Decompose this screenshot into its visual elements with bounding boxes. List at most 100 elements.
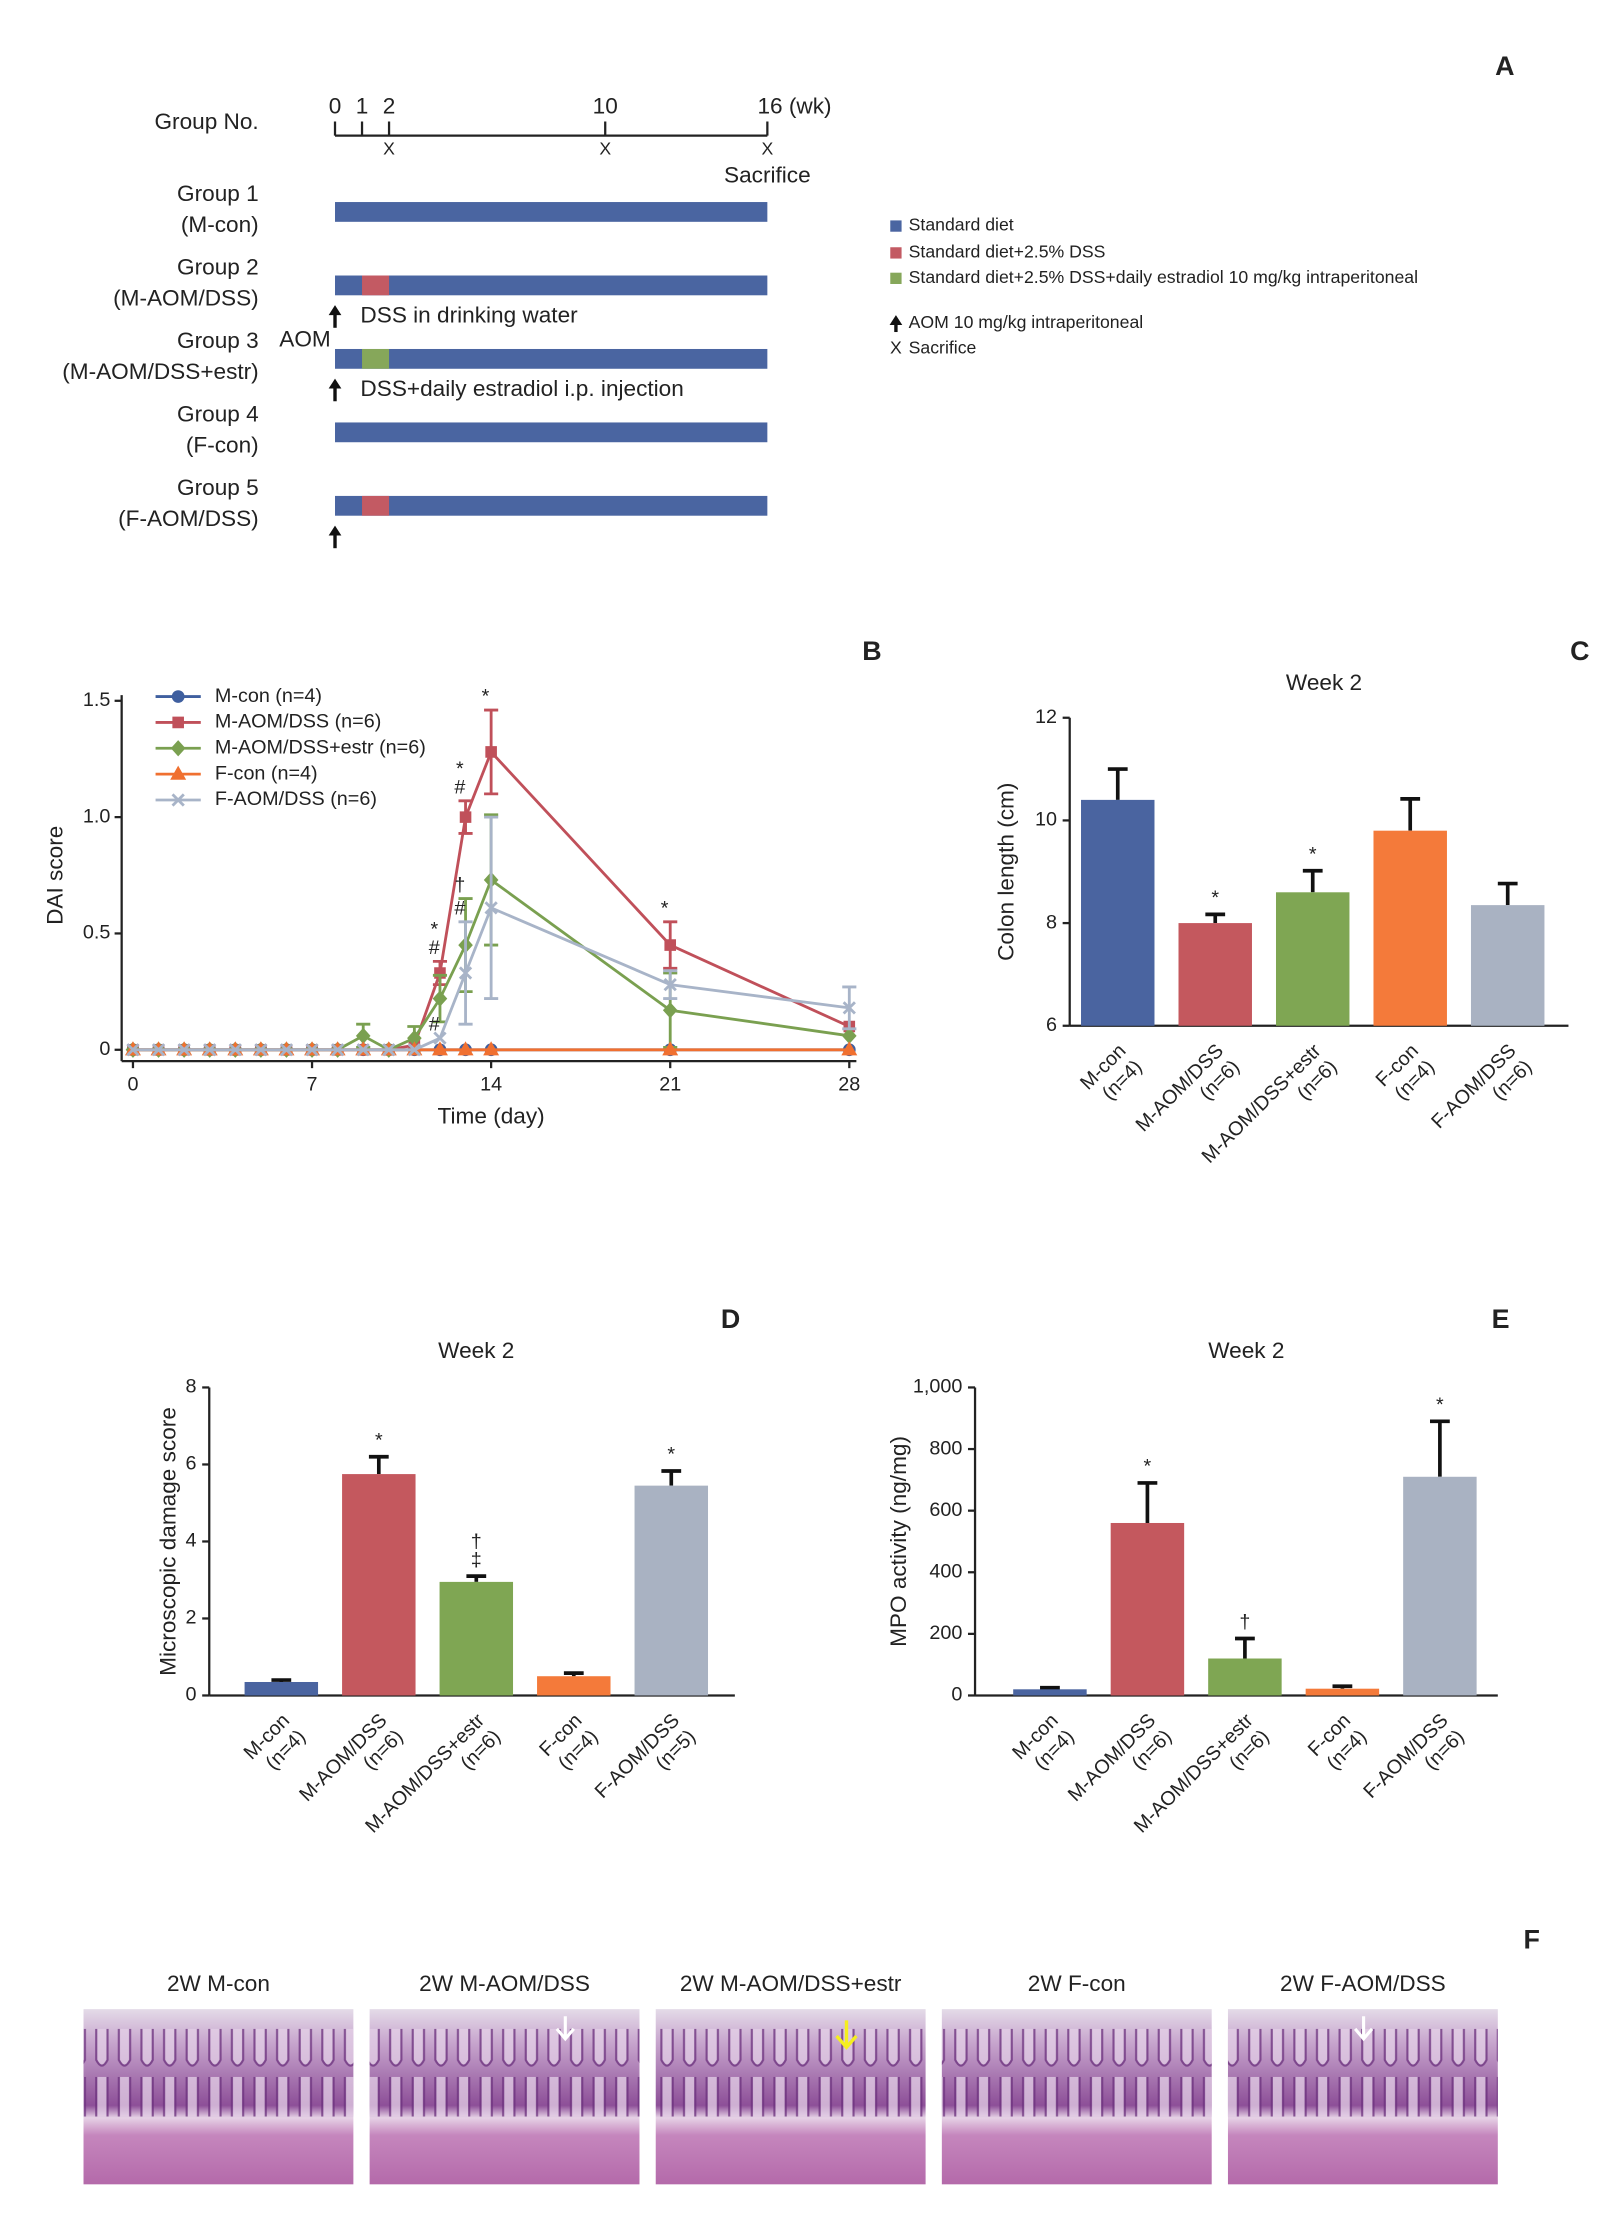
legend-label: Standard diet [909, 215, 1014, 235]
error-bar [661, 1469, 682, 1486]
crypt-layer [83, 2028, 354, 2117]
significance-mark: # [429, 1014, 440, 1036]
diet-segment [335, 202, 768, 222]
error-bar [563, 1671, 584, 1677]
y-tick-label: 10 [1035, 809, 1057, 831]
error-bar [1497, 881, 1518, 906]
y-axis-label: DAI score [43, 826, 68, 925]
data-point [407, 1043, 422, 1057]
y-axis-label: Colon length (cm) [994, 783, 1019, 961]
legend-label: Standard diet+2.5% DSS+daily estradiol 1… [909, 267, 1418, 287]
diet-segment [362, 495, 390, 516]
group-name: Group 1 [177, 181, 259, 206]
y-tick-label: 6 [1046, 1014, 1057, 1036]
group-code: (M-AOM/DSS+estr) [62, 359, 258, 384]
bar [1403, 1476, 1477, 1696]
sacrifice-mark: X [599, 138, 611, 158]
error-bar [1332, 1684, 1353, 1689]
legend-label: F-con (n=4) [215, 762, 318, 784]
data-point [663, 977, 677, 992]
sacrifice-label: Sacrifice [724, 163, 811, 188]
significance-mark: # [454, 776, 465, 798]
chart-title: Week 2 [438, 1338, 514, 1363]
y-tick-label: 2 [186, 1607, 197, 1629]
y-tick-label: 8 [1046, 911, 1057, 933]
significance-mark: * [661, 897, 669, 919]
timeline-label: 1 [356, 93, 369, 118]
white-arrow [1353, 2016, 1374, 2042]
timeline-label: 0 [329, 93, 342, 118]
x-tick-label: F-con(n=4) [535, 1710, 602, 1777]
panel-label: F [1524, 1924, 1540, 1954]
data-point [842, 1001, 856, 1015]
bar [1208, 1658, 1282, 1696]
group-name: Group 4 [177, 401, 259, 426]
bar [1305, 1688, 1380, 1696]
group-code: (F-AOM/DSS) [118, 506, 259, 531]
sacrifice-mark: X [383, 138, 395, 158]
significance-mark: * [456, 758, 464, 780]
crypt-layer [1227, 2028, 1498, 2117]
significance-mark: * [1211, 887, 1219, 909]
data-point [484, 901, 498, 915]
data-point [356, 1043, 370, 1057]
data-point [279, 1043, 294, 1057]
significance-mark: ‡ [471, 1549, 482, 1571]
legend-arrow-head [889, 315, 903, 325]
x-tick-label: 7 [307, 1073, 318, 1095]
group-note: DSS in drinking water [360, 302, 578, 327]
timeline-label: 2 [383, 93, 396, 118]
crypt-layer [655, 2028, 926, 2117]
data-point [664, 939, 677, 951]
significance-mark: * [482, 686, 490, 708]
x-tick-label: F-AOM/DSS(n=5) [591, 1710, 700, 1819]
data-point [177, 1043, 191, 1057]
data-point [483, 1041, 500, 1056]
legend-label: M-AOM/DSS+estr (n=6) [215, 736, 426, 758]
data-point [203, 1043, 217, 1057]
panel-label: C [1570, 636, 1589, 666]
x-tick-label: F-AOM/DSS(n=6) [1427, 1040, 1536, 1149]
y-tick-label: 0 [951, 1684, 962, 1706]
timeline-label: 16 (wk) [757, 93, 831, 118]
x-tick-label: M-con(n=4) [1008, 1710, 1078, 1780]
diet-segment [335, 275, 768, 296]
significance-mark: † [1239, 1611, 1250, 1633]
data-point [457, 1041, 474, 1056]
crypt-layer [941, 2028, 1212, 2117]
y-tick-label: 0 [99, 1038, 110, 1060]
x-tick-label: 28 [838, 1073, 860, 1095]
legend-swatch [890, 247, 902, 259]
yellow-arrow [835, 2020, 858, 2050]
data-point [662, 1041, 679, 1056]
y-tick-label: 200 [929, 1622, 962, 1644]
y-tick-label: 0.5 [83, 922, 110, 944]
error-bar [368, 1454, 389, 1475]
row-header: Group No. [154, 109, 258, 134]
data-point [382, 1043, 396, 1057]
data-point [305, 1043, 319, 1057]
group-name: Group 3 [177, 328, 259, 353]
chart-title: Week 2 [1286, 670, 1362, 695]
group-code: (M-con) [181, 212, 259, 237]
legend-label: F-AOM/DSS (n=6) [215, 788, 377, 810]
error-bar [1400, 797, 1421, 831]
bar [1178, 923, 1252, 1026]
legend-swatch [890, 272, 902, 284]
aom-arrow-head [328, 525, 342, 536]
diet-segment [362, 348, 390, 369]
bar [1013, 1689, 1087, 1696]
x-tick-label: M-con(n=4) [1076, 1040, 1146, 1110]
white-arrow [555, 2016, 575, 2042]
group-note: DSS+daily estradiol i.p. injection [360, 376, 683, 401]
y-tick-label: 4 [186, 1530, 197, 1552]
data-point [458, 966, 473, 980]
data-point [228, 1043, 242, 1057]
image-caption: 2W F-con [1028, 1971, 1126, 1996]
error-bar [271, 1678, 292, 1682]
bar [342, 1474, 416, 1696]
aom-arrow-head [328, 378, 342, 389]
histology-arrows [555, 2016, 1374, 2050]
significance-mark: * [1436, 1394, 1444, 1416]
